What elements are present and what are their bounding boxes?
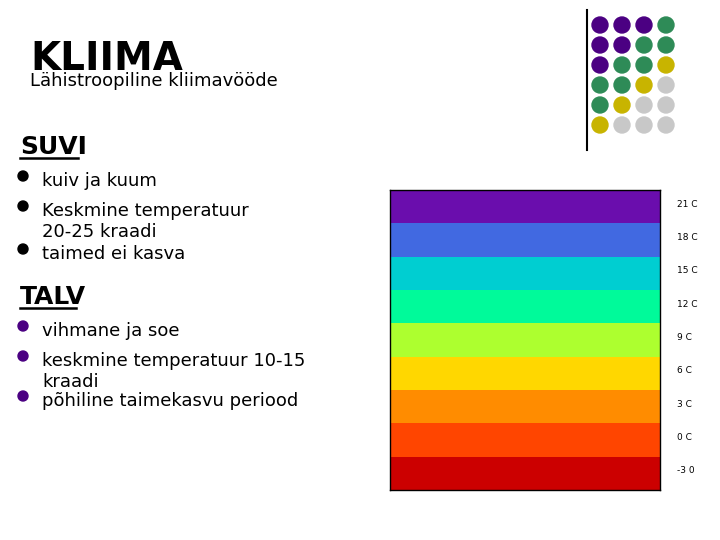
- Circle shape: [658, 57, 674, 73]
- Text: TALV: TALV: [20, 285, 86, 309]
- Circle shape: [636, 77, 652, 93]
- Circle shape: [592, 17, 608, 33]
- Text: Keskmine temperatuur
20-25 kraadi: Keskmine temperatuur 20-25 kraadi: [42, 202, 248, 241]
- Text: 18 C: 18 C: [677, 233, 698, 242]
- Circle shape: [592, 37, 608, 53]
- Circle shape: [636, 57, 652, 73]
- Circle shape: [18, 351, 28, 361]
- Circle shape: [18, 201, 28, 211]
- Circle shape: [658, 117, 674, 133]
- Text: 15 C: 15 C: [677, 266, 698, 275]
- Bar: [390, 190, 660, 224]
- Circle shape: [592, 117, 608, 133]
- Text: 12 C: 12 C: [677, 300, 698, 308]
- Circle shape: [658, 97, 674, 113]
- Bar: [390, 457, 660, 490]
- Text: 21 C: 21 C: [677, 200, 698, 208]
- Bar: [390, 356, 660, 390]
- Bar: [390, 390, 660, 423]
- Bar: [390, 423, 660, 457]
- Circle shape: [592, 57, 608, 73]
- Circle shape: [636, 97, 652, 113]
- Circle shape: [614, 17, 630, 33]
- Circle shape: [636, 17, 652, 33]
- Text: 0 C: 0 C: [677, 433, 692, 442]
- Circle shape: [18, 391, 28, 401]
- Circle shape: [658, 37, 674, 53]
- Circle shape: [614, 117, 630, 133]
- Text: taimed ei kasva: taimed ei kasva: [42, 245, 185, 263]
- Text: SUVI: SUVI: [20, 135, 87, 159]
- Text: -3 0: -3 0: [677, 466, 695, 475]
- Circle shape: [18, 244, 28, 254]
- Circle shape: [658, 17, 674, 33]
- Text: põhiline taimekasvu periood: põhiline taimekasvu periood: [42, 392, 298, 410]
- Text: keskmine temperatuur 10-15
kraadi: keskmine temperatuur 10-15 kraadi: [42, 352, 305, 391]
- Circle shape: [614, 57, 630, 73]
- Circle shape: [614, 37, 630, 53]
- Text: 6 C: 6 C: [677, 366, 692, 375]
- Circle shape: [658, 77, 674, 93]
- Circle shape: [592, 77, 608, 93]
- Circle shape: [18, 171, 28, 181]
- Text: Lähistroopiline kliimavööde: Lähistroopiline kliimavööde: [30, 72, 278, 90]
- Text: KLIIMA: KLIIMA: [30, 40, 183, 78]
- Circle shape: [636, 117, 652, 133]
- Bar: [390, 224, 660, 256]
- Text: kuiv ja kuum: kuiv ja kuum: [42, 172, 157, 190]
- Text: 9 C: 9 C: [677, 333, 692, 342]
- Circle shape: [614, 77, 630, 93]
- Text: 3 C: 3 C: [677, 400, 692, 409]
- Circle shape: [614, 97, 630, 113]
- Circle shape: [636, 37, 652, 53]
- Text: vihmane ja soe: vihmane ja soe: [42, 322, 179, 340]
- Bar: [390, 256, 660, 290]
- Circle shape: [592, 97, 608, 113]
- Circle shape: [18, 321, 28, 331]
- Bar: [390, 290, 660, 323]
- Bar: [390, 323, 660, 356]
